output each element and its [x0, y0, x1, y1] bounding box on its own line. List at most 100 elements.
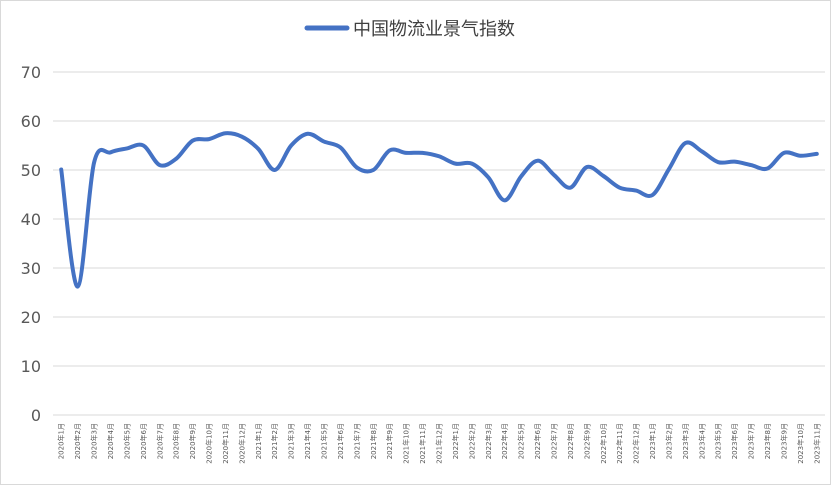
data-point — [92, 161, 96, 165]
x-tick-label: 2023年7月 — [747, 423, 756, 459]
x-tick-label: 2021年5月 — [320, 423, 329, 459]
data-point — [700, 149, 704, 153]
data-point — [651, 193, 655, 197]
x-tick-label: 2021年1月 — [254, 423, 263, 459]
y-tick-label: 30 — [21, 259, 41, 278]
x-tick-label: 2020年1月 — [57, 423, 66, 459]
legend-label: 中国物流业景气指数 — [353, 19, 515, 40]
data-point — [601, 174, 605, 178]
x-tick-label: 2022年9月 — [582, 423, 591, 459]
x-tick-label: 2021年7月 — [352, 423, 361, 459]
y-tick-label: 40 — [21, 210, 41, 229]
x-tick-label: 2022年10月 — [599, 423, 608, 464]
data-point — [273, 168, 277, 172]
x-tick-label: 2020年8月 — [172, 423, 181, 459]
data-point — [191, 139, 195, 143]
data-point — [59, 168, 63, 172]
x-tick-label: 2021年6月 — [336, 423, 345, 459]
y-axis-labels: 0 10 20 30 40 50 60 70 — [21, 63, 41, 425]
y-tick-label: 50 — [21, 161, 41, 180]
x-axis-labels: 2020年1月 2020年2月 2020年3月 2020年4月 2020年5月 2020年… — [57, 423, 822, 464]
data-point — [125, 146, 129, 150]
x-tick-label: 2020年7月 — [155, 423, 164, 459]
data-point — [798, 154, 802, 158]
y-tick-label: 0 — [31, 406, 41, 425]
x-tick-label: 2020年2月 — [73, 423, 82, 459]
x-tick-label: 2022年4月 — [500, 423, 509, 459]
x-tick-label: 2022年7月 — [549, 423, 558, 459]
x-tick-label: 2020年12月 — [237, 423, 246, 464]
gridlines — [53, 71, 825, 416]
data-point — [256, 147, 260, 151]
data-point — [289, 144, 293, 148]
x-tick-label: 2021年12月 — [435, 423, 444, 464]
data-point — [519, 174, 523, 178]
data-point — [733, 160, 737, 164]
x-tick-label: 2020年5月 — [122, 423, 131, 459]
x-tick-label: 2023年8月 — [763, 423, 772, 459]
data-point — [782, 151, 786, 155]
data-point — [815, 152, 819, 156]
y-tick-label: 70 — [21, 63, 41, 82]
x-tick-label: 2023年4月 — [697, 423, 706, 459]
x-tick-label: 2023年3月 — [681, 423, 690, 459]
data-point — [355, 166, 359, 170]
data-point — [552, 173, 556, 177]
x-tick-label: 2021年11月 — [418, 423, 427, 464]
data-point — [421, 151, 425, 155]
data-point — [634, 189, 638, 193]
x-tick-label: 2021年10月 — [402, 423, 411, 464]
data-point — [371, 168, 375, 172]
data-point — [108, 150, 112, 154]
x-tick-label: 2022年3月 — [484, 423, 493, 459]
x-tick-label: 2021年2月 — [270, 423, 279, 459]
data-point — [716, 160, 720, 164]
data-point — [683, 141, 687, 145]
data-point — [486, 175, 490, 179]
data-point — [404, 151, 408, 155]
legend: 中国物流业景气指数 — [304, 19, 515, 40]
data-point — [749, 163, 753, 167]
x-tick-label: 2020年9月 — [188, 423, 197, 459]
x-tick-label: 2022年12月 — [632, 423, 641, 464]
data-point — [158, 163, 162, 167]
x-tick-label: 2021年8月 — [369, 423, 378, 459]
x-tick-label: 2023年9月 — [779, 423, 788, 459]
data-point — [618, 186, 622, 190]
x-tick-label: 2023年5月 — [714, 423, 723, 459]
x-tick-label: 2020年11月 — [221, 423, 230, 464]
data-point — [141, 144, 145, 148]
x-tick-label: 2020年6月 — [139, 423, 148, 459]
data-point — [437, 154, 441, 158]
x-tick-label: 2023年11月 — [812, 423, 821, 464]
x-tick-label: 2020年4月 — [106, 423, 115, 459]
x-tick-label: 2023年2月 — [664, 423, 673, 459]
data-point — [240, 135, 244, 139]
data-point — [503, 198, 507, 202]
x-tick-label: 2020年3月 — [90, 423, 99, 459]
data-point — [568, 186, 572, 190]
data-point — [470, 162, 474, 166]
data-point — [338, 145, 342, 149]
data-point — [766, 167, 770, 171]
data-point — [207, 137, 211, 141]
data-point — [388, 148, 392, 152]
x-tick-label: 2023年10月 — [796, 423, 805, 464]
x-tick-label: 2022年2月 — [467, 423, 476, 459]
x-tick-label: 2021年3月 — [287, 423, 296, 459]
x-tick-label: 2023年6月 — [730, 423, 739, 459]
x-tick-label: 2023年1月 — [648, 423, 657, 459]
data-point — [174, 157, 178, 161]
data-point — [585, 165, 589, 169]
data-point — [453, 162, 457, 166]
series-line — [59, 131, 819, 289]
x-tick-label: 2022年6月 — [533, 423, 542, 459]
data-point — [322, 140, 326, 144]
data-point — [76, 285, 80, 289]
data-point — [306, 132, 310, 136]
x-tick-label: 2021年9月 — [385, 423, 394, 459]
x-tick-label: 2022年5月 — [517, 423, 526, 459]
y-tick-label: 10 — [21, 357, 41, 376]
